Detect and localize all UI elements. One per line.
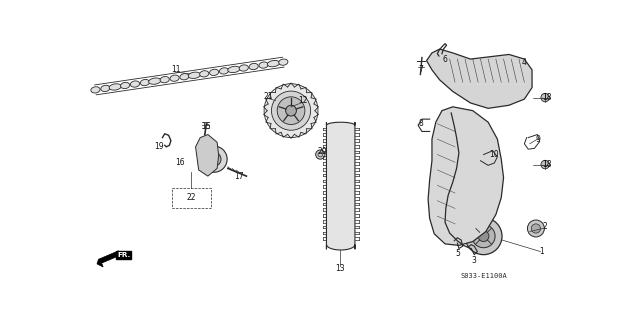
Text: 12: 12: [299, 96, 308, 105]
Polygon shape: [428, 107, 504, 245]
Ellipse shape: [209, 69, 219, 76]
Circle shape: [531, 224, 541, 233]
Text: 4: 4: [522, 58, 527, 67]
Text: S033-E1100A: S033-E1100A: [460, 273, 507, 279]
Text: 21: 21: [263, 92, 273, 100]
Circle shape: [285, 105, 296, 116]
Ellipse shape: [148, 78, 161, 84]
Circle shape: [478, 231, 489, 241]
Text: 7: 7: [418, 65, 423, 74]
Text: 2: 2: [543, 222, 547, 231]
Ellipse shape: [140, 79, 150, 86]
Text: 17: 17: [235, 172, 244, 181]
Text: 6: 6: [443, 55, 447, 63]
Text: 1: 1: [540, 247, 545, 256]
Text: 18: 18: [543, 93, 552, 102]
Text: 18: 18: [543, 160, 552, 169]
Ellipse shape: [120, 82, 130, 89]
Polygon shape: [97, 251, 122, 267]
Polygon shape: [427, 49, 532, 108]
Circle shape: [472, 225, 495, 248]
Text: 3: 3: [472, 256, 477, 265]
Circle shape: [271, 91, 310, 130]
Text: 8: 8: [418, 119, 423, 128]
Text: 5: 5: [455, 249, 460, 258]
Text: 16: 16: [175, 158, 185, 167]
Text: 15: 15: [202, 122, 211, 130]
Ellipse shape: [228, 66, 240, 73]
Polygon shape: [326, 122, 355, 250]
Circle shape: [277, 97, 305, 124]
Circle shape: [527, 220, 545, 237]
Ellipse shape: [100, 85, 110, 92]
Text: FR.: FR.: [117, 252, 131, 258]
Circle shape: [541, 93, 549, 102]
Ellipse shape: [170, 75, 179, 81]
Ellipse shape: [188, 72, 200, 78]
Text: 19: 19: [154, 142, 163, 151]
Ellipse shape: [279, 59, 288, 65]
Ellipse shape: [109, 84, 122, 90]
Ellipse shape: [249, 63, 259, 70]
Ellipse shape: [268, 60, 280, 67]
Circle shape: [465, 218, 502, 255]
Circle shape: [264, 84, 318, 137]
Text: 22: 22: [186, 193, 196, 202]
Ellipse shape: [180, 74, 189, 80]
Ellipse shape: [91, 87, 100, 93]
Text: 11: 11: [171, 65, 180, 74]
Circle shape: [541, 160, 549, 169]
Circle shape: [207, 152, 221, 166]
Text: 9: 9: [535, 135, 540, 144]
Ellipse shape: [259, 62, 268, 68]
Text: 10: 10: [489, 150, 499, 159]
Ellipse shape: [220, 68, 228, 74]
Circle shape: [316, 150, 325, 159]
Circle shape: [201, 146, 227, 172]
Circle shape: [211, 156, 217, 162]
Ellipse shape: [200, 71, 209, 77]
Ellipse shape: [131, 81, 140, 87]
Ellipse shape: [160, 77, 169, 83]
Text: 20: 20: [317, 147, 326, 156]
Ellipse shape: [239, 65, 248, 71]
Text: 13: 13: [335, 264, 345, 273]
Polygon shape: [196, 135, 219, 176]
